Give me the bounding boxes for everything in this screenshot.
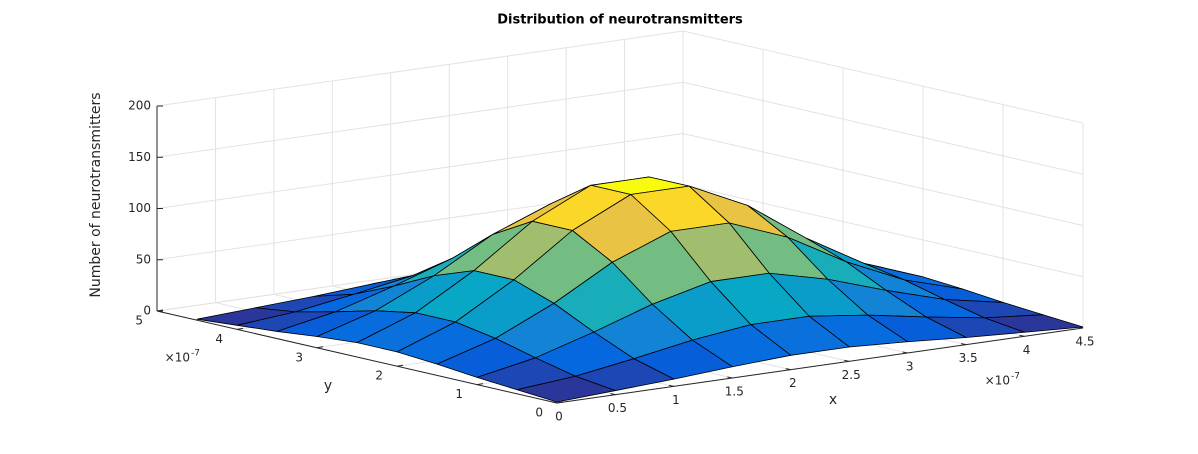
- y-tick-label: 0: [535, 406, 543, 420]
- y-multiplier-exponent: -7: [191, 349, 200, 359]
- y-tick: [236, 327, 244, 330]
- x-tick: [961, 343, 967, 346]
- z-tick-label: 150: [128, 150, 151, 164]
- x-tick-label: 2: [789, 376, 797, 390]
- y-tick: [556, 401, 564, 404]
- y-tick: [476, 383, 484, 386]
- x-multiplier: ×10: [985, 374, 1010, 388]
- grid-line: [682, 30, 1084, 124]
- x-tick: [844, 359, 850, 362]
- x-tick: [785, 368, 791, 371]
- grid-line: [682, 81, 1084, 175]
- x-tick-label: 0: [555, 410, 563, 424]
- z-tick-label: 0: [143, 304, 151, 318]
- x-tick-label: 1: [672, 393, 680, 407]
- y-axis-label: y: [324, 378, 332, 394]
- chart-title: Distribution of neurotransmitters: [497, 13, 743, 28]
- x-tick-label: 1.5: [725, 385, 744, 399]
- x-tick-label: 2.5: [842, 368, 861, 382]
- z-tick-label: 200: [128, 99, 151, 113]
- x-tick: [668, 384, 674, 387]
- x-tick: [902, 351, 908, 354]
- y-tick-label: 5: [135, 314, 143, 328]
- z-axis-label: Number of neurotransmitters: [88, 92, 104, 297]
- y-tick: [156, 309, 164, 312]
- grid-line: [156, 133, 684, 209]
- grid-line: [682, 133, 1084, 226]
- y-tick: [316, 346, 324, 349]
- y-tick-label: 4: [215, 332, 223, 346]
- grid-line: [156, 30, 684, 107]
- grid-line: [682, 184, 1084, 278]
- x-tick: [610, 393, 616, 396]
- y-tick: [396, 364, 404, 367]
- y-tick-label: 2: [375, 369, 383, 383]
- y-tick-label: 1: [455, 387, 463, 401]
- grid-line: [156, 81, 684, 158]
- x-tick-label: 0.5: [608, 401, 627, 415]
- y-tick-label: 3: [295, 350, 303, 364]
- y-axis: [156, 310, 558, 404]
- z-tick-label: 100: [128, 201, 151, 215]
- x-axis-label: x: [829, 392, 837, 408]
- x-tick: [727, 376, 733, 379]
- x-axis: [556, 327, 1084, 404]
- z-tick-label: 50: [136, 252, 151, 266]
- x-tick: [551, 401, 558, 404]
- y-multiplier: ×10: [165, 351, 190, 365]
- surface-face: [516, 375, 616, 403]
- x-tick-label: 3.5: [959, 351, 978, 365]
- x-tick-label: 4.5: [1075, 335, 1094, 349]
- x-tick-label: 4: [1023, 343, 1031, 357]
- x-tick: [1019, 334, 1025, 337]
- x-tick-label: 3: [906, 360, 914, 374]
- x-multiplier-exponent: -7: [1011, 372, 1020, 382]
